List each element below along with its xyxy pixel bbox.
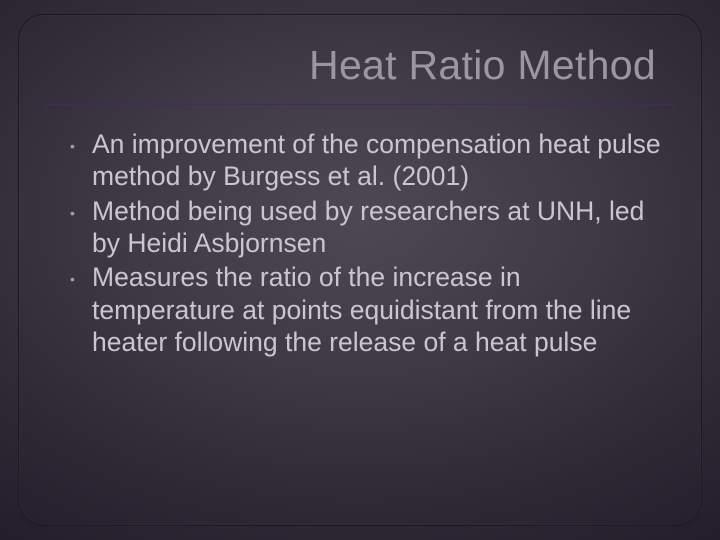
bullet-text: Method being used by researchers at UNH,… xyxy=(92,195,666,260)
bullet-text: An improvement of the compensation heat … xyxy=(92,128,666,193)
slide-body: • An improvement of the compensation hea… xyxy=(68,128,666,360)
bullet-icon: • xyxy=(68,261,92,296)
bullet-text: Measures the ratio of the increase in te… xyxy=(92,261,666,358)
list-item: • Method being used by researchers at UN… xyxy=(68,195,666,260)
list-item: • Measures the ratio of the increase in … xyxy=(68,261,666,358)
slide-title: Heat Ratio Method xyxy=(64,42,656,97)
bullet-icon: • xyxy=(68,195,92,230)
slide: Heat Ratio Method • An improvement of th… xyxy=(0,0,720,540)
list-item: • An improvement of the compensation hea… xyxy=(68,128,666,193)
title-underline xyxy=(46,104,674,105)
bullet-icon: • xyxy=(68,128,92,163)
